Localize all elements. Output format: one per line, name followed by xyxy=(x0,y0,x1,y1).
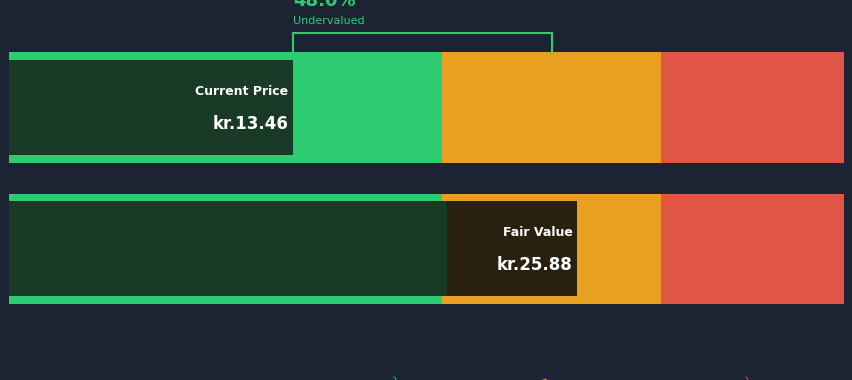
Text: About Right: About Right xyxy=(536,376,586,380)
Bar xyxy=(9,193,441,304)
Bar xyxy=(659,193,843,304)
Text: 20% Undervalued: 20% Undervalued xyxy=(386,376,458,380)
Text: Undervalued: Undervalued xyxy=(292,16,364,26)
Bar xyxy=(659,52,843,163)
Text: 20% Overvalued: 20% Overvalued xyxy=(736,376,804,380)
Bar xyxy=(446,201,576,296)
Text: kr.13.46: kr.13.46 xyxy=(212,115,288,133)
Text: Current Price: Current Price xyxy=(195,85,288,98)
Text: kr.25.88: kr.25.88 xyxy=(497,256,572,274)
Bar xyxy=(9,52,441,163)
Bar xyxy=(441,52,659,163)
Bar xyxy=(9,60,292,155)
Text: 48.0%: 48.0% xyxy=(292,0,355,10)
Bar xyxy=(9,201,576,296)
Text: Fair Value: Fair Value xyxy=(503,226,572,239)
Bar xyxy=(441,193,659,304)
